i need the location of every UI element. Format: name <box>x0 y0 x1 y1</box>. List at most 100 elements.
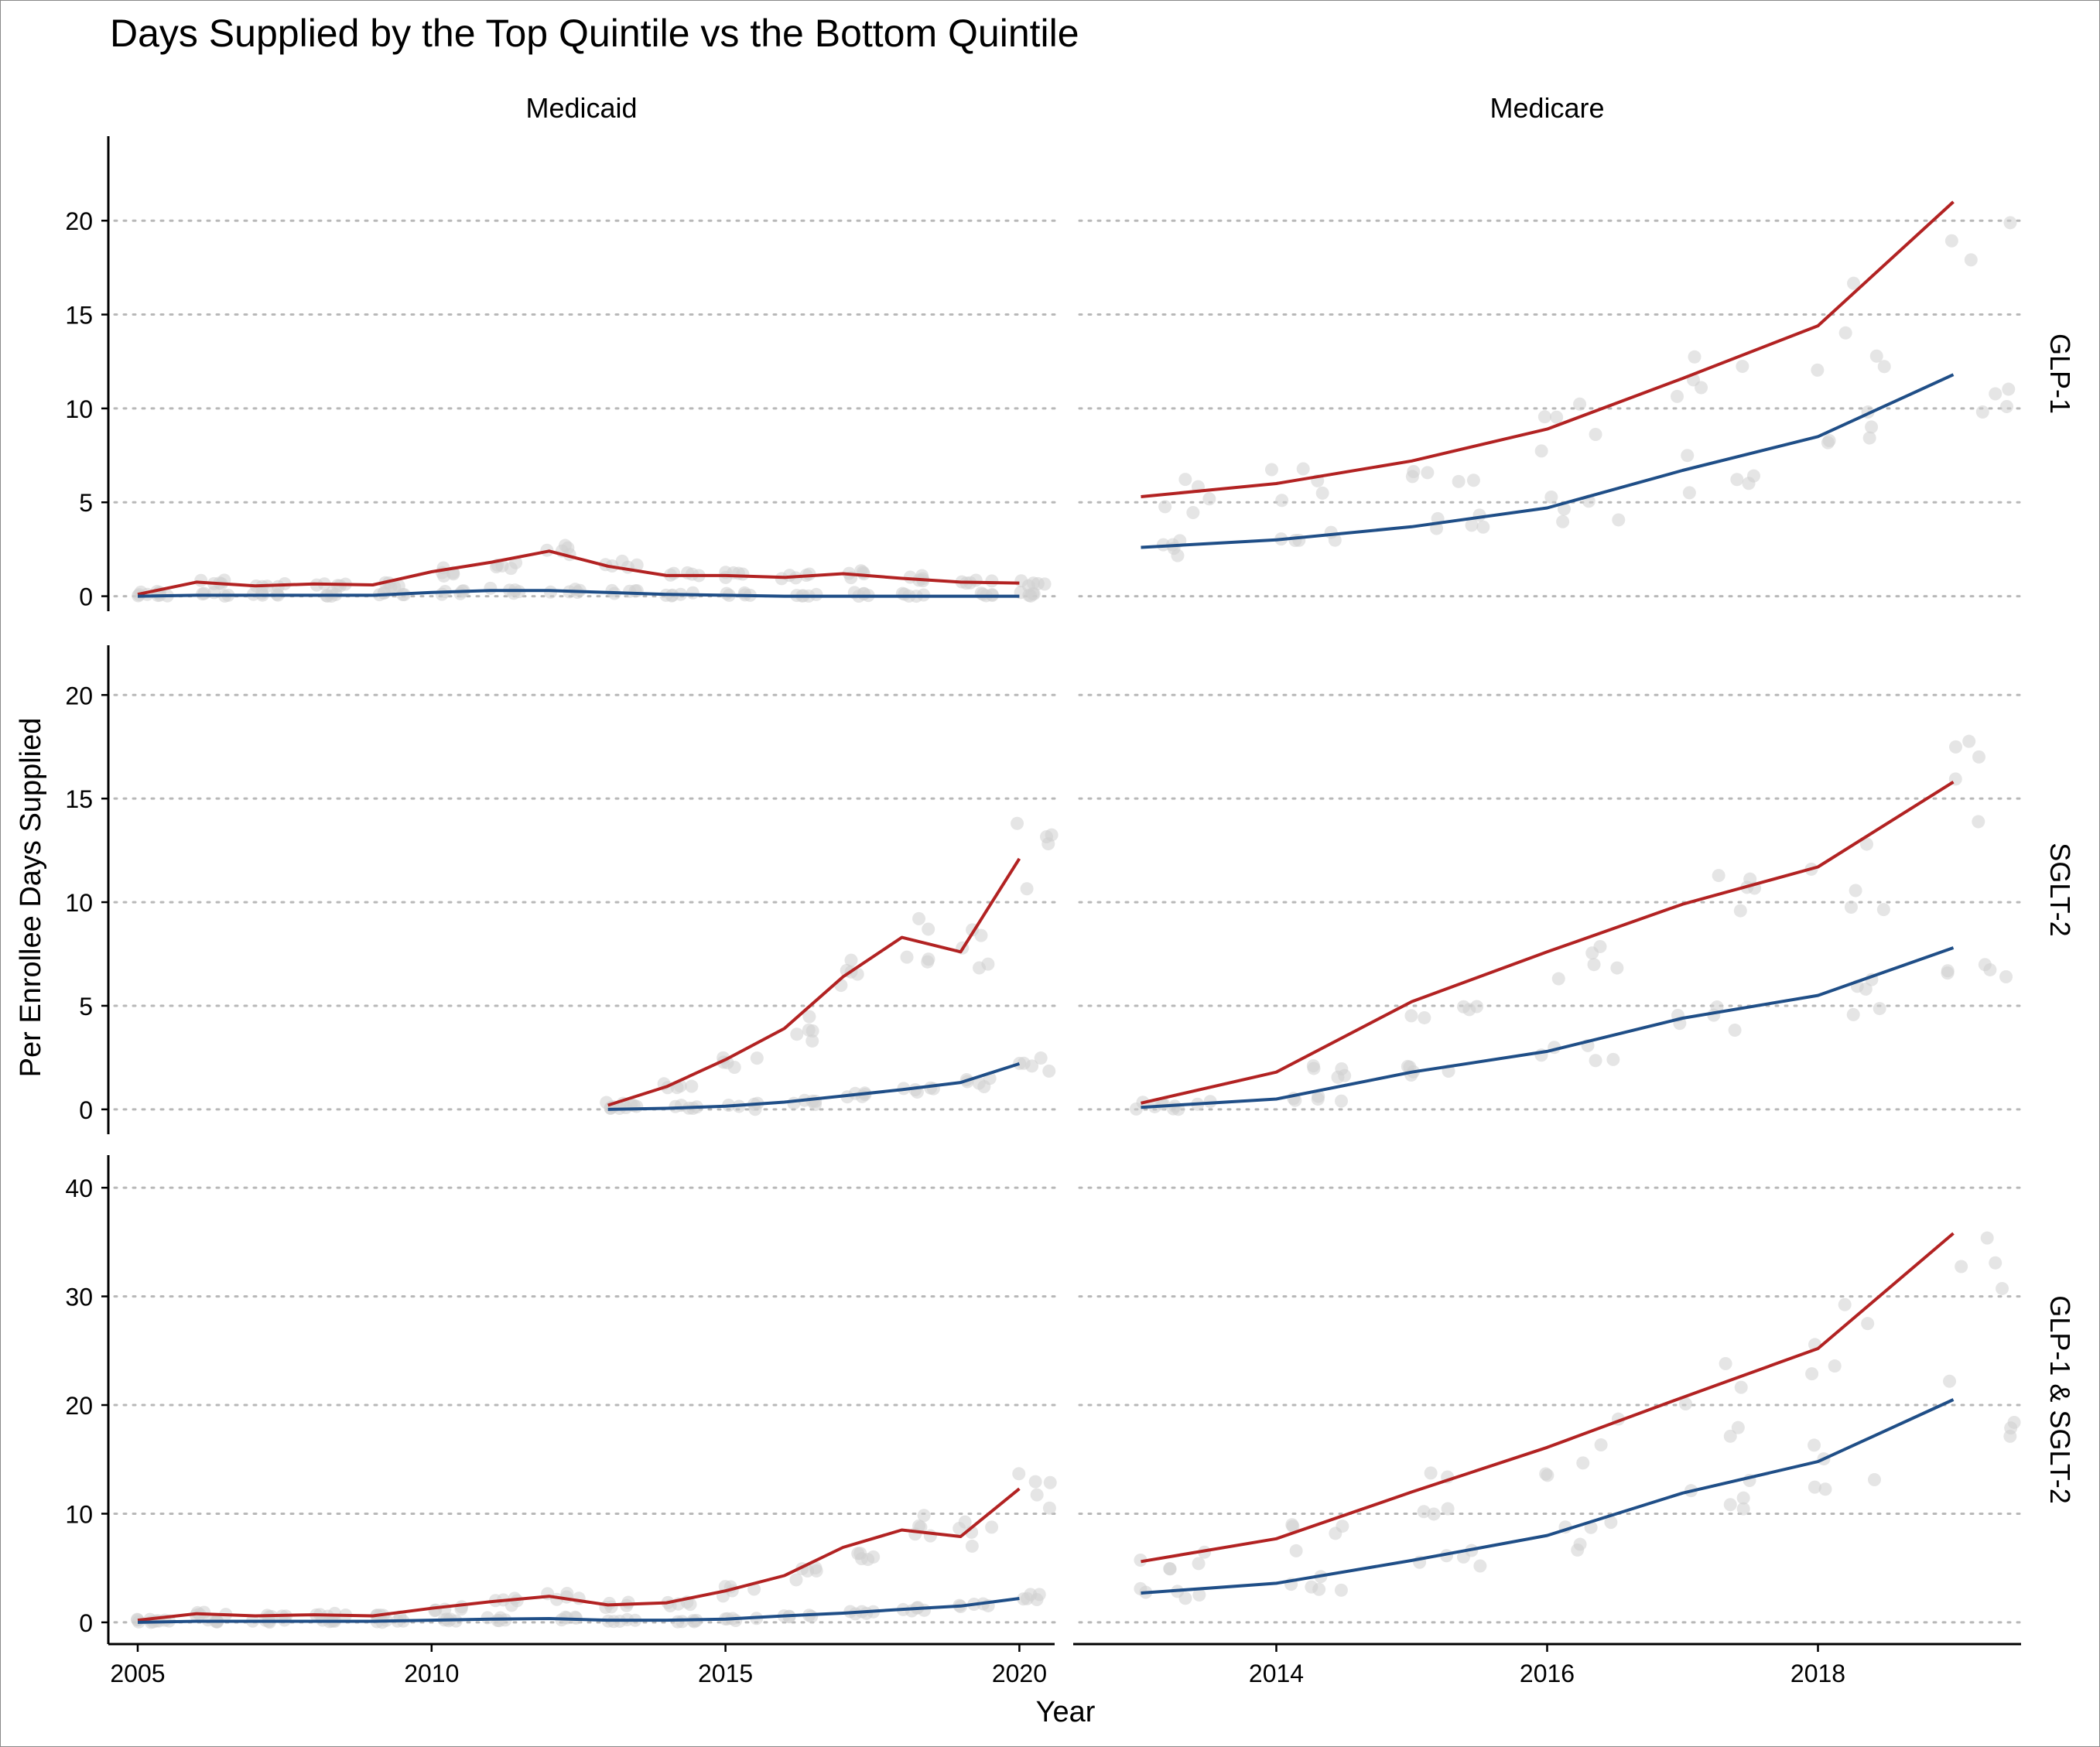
observation-point <box>1712 869 1725 883</box>
observation-point <box>1962 734 1976 748</box>
observation-point <box>1306 1059 1320 1073</box>
observation-point <box>1847 276 1861 290</box>
observation-point <box>1192 1557 1206 1571</box>
observation-point <box>1846 1007 1860 1021</box>
observation-point <box>895 586 909 600</box>
observation-point <box>1476 520 1490 534</box>
observation-point <box>1589 427 1602 441</box>
observation-point <box>604 1600 618 1614</box>
observation-point <box>1012 1467 1026 1481</box>
observation-point <box>2000 400 2014 414</box>
observation-point <box>1941 966 1955 980</box>
observation-point <box>1859 982 1873 996</box>
observation-point <box>1424 1466 1438 1480</box>
observation-point <box>1681 449 1695 463</box>
y-tick-label: 20 <box>65 207 93 235</box>
observation-point <box>1610 961 1624 975</box>
observation-point <box>623 584 637 598</box>
observation-point <box>985 574 999 588</box>
observation-point <box>1335 1062 1349 1075</box>
observation-point <box>1289 1544 1303 1557</box>
observation-point <box>2002 382 2016 396</box>
observation-point <box>1838 326 1852 340</box>
y-tick-label: 40 <box>65 1174 93 1202</box>
observation-point <box>750 1051 764 1065</box>
observation-point <box>958 1515 972 1529</box>
observation-point <box>2003 216 2017 230</box>
observation-point <box>1746 469 1760 483</box>
observation-point <box>1736 1502 1750 1516</box>
observation-point <box>1418 1010 1431 1024</box>
observation-point <box>1417 1505 1431 1519</box>
observation-point <box>1671 389 1684 403</box>
observation-point <box>685 1079 699 1093</box>
observation-point <box>1028 1475 1042 1489</box>
bottom-quintile-line <box>607 1062 1021 1111</box>
observation-point <box>1733 904 1747 918</box>
x-tick-label: 2014 <box>1249 1660 1304 1687</box>
observation-point <box>1466 474 1480 487</box>
observation-point <box>965 1539 979 1553</box>
observation-point <box>1999 970 2013 984</box>
bottom-quintile-line <box>1141 373 1955 549</box>
observation-point <box>844 953 858 967</box>
observation-point <box>1731 1421 1745 1434</box>
observation-point <box>1975 405 1989 419</box>
y-axis-title: Per Enrollee Days Supplied <box>15 718 47 1078</box>
observation-point <box>1818 1482 1832 1496</box>
observation-point <box>1576 1456 1590 1470</box>
observation-point <box>1031 576 1045 590</box>
observation-point <box>1534 444 1548 458</box>
panel-medicaid-glp-1-sglt-2 <box>130 1467 1057 1629</box>
observation-point <box>1134 1553 1147 1567</box>
observation-point <box>484 581 498 595</box>
observation-point <box>787 1096 801 1110</box>
observation-point <box>675 1099 689 1113</box>
observation-point <box>1980 1231 1994 1245</box>
observation-point <box>1604 1516 1618 1530</box>
observation-point <box>1606 1052 1620 1066</box>
top-quintile-line <box>607 857 1021 1107</box>
observation-point <box>1808 1480 1821 1494</box>
observation-point <box>985 1520 999 1534</box>
observation-point <box>1736 1491 1750 1505</box>
observation-point <box>809 587 823 601</box>
y-tick-label: 10 <box>65 395 93 423</box>
observation-point <box>1456 1000 1470 1014</box>
observation-point <box>377 586 391 600</box>
observation-point <box>1869 349 1883 363</box>
chart-title: Days Supplied by the Top Quintile vs the… <box>110 12 1079 55</box>
observation-point <box>1723 1498 1737 1512</box>
observation-point <box>789 1573 803 1587</box>
y-tick-label: 20 <box>65 1392 93 1420</box>
observation-point <box>1688 350 1702 364</box>
x-tick-label: 2010 <box>404 1660 459 1687</box>
facet-label-glp-1-sglt-2: GLP-1 & SGLT-2 <box>2044 1295 2076 1503</box>
observation-point <box>1873 1002 1886 1016</box>
observation-point <box>1736 359 1749 373</box>
observation-point <box>805 1034 819 1048</box>
observation-point <box>1043 1475 1057 1489</box>
observation-point <box>1678 1397 1692 1410</box>
top-quintile-line <box>1141 200 1955 498</box>
observation-point <box>1042 1501 1056 1515</box>
observation-point <box>1421 466 1435 480</box>
observation-point <box>1876 903 1890 917</box>
x-tick-label: 2016 <box>1520 1660 1575 1687</box>
observation-point <box>1865 420 1879 434</box>
observation-point <box>853 1547 867 1561</box>
y-tick-label: 10 <box>65 1500 93 1528</box>
x-tick-label: 2018 <box>1790 1660 1845 1687</box>
observation-point <box>492 1614 506 1628</box>
observation-point <box>1867 1472 1881 1486</box>
panel-medicare-glp-1 <box>1141 200 2017 562</box>
observation-point <box>974 586 988 600</box>
observation-point <box>918 1603 932 1617</box>
observation-point <box>1030 1488 1044 1502</box>
y-tick-label: 0 <box>79 1096 93 1124</box>
observation-point <box>1734 1380 1748 1394</box>
observation-point <box>1859 837 1873 851</box>
observation-point <box>1585 946 1599 960</box>
observation-point <box>1808 1438 1821 1452</box>
